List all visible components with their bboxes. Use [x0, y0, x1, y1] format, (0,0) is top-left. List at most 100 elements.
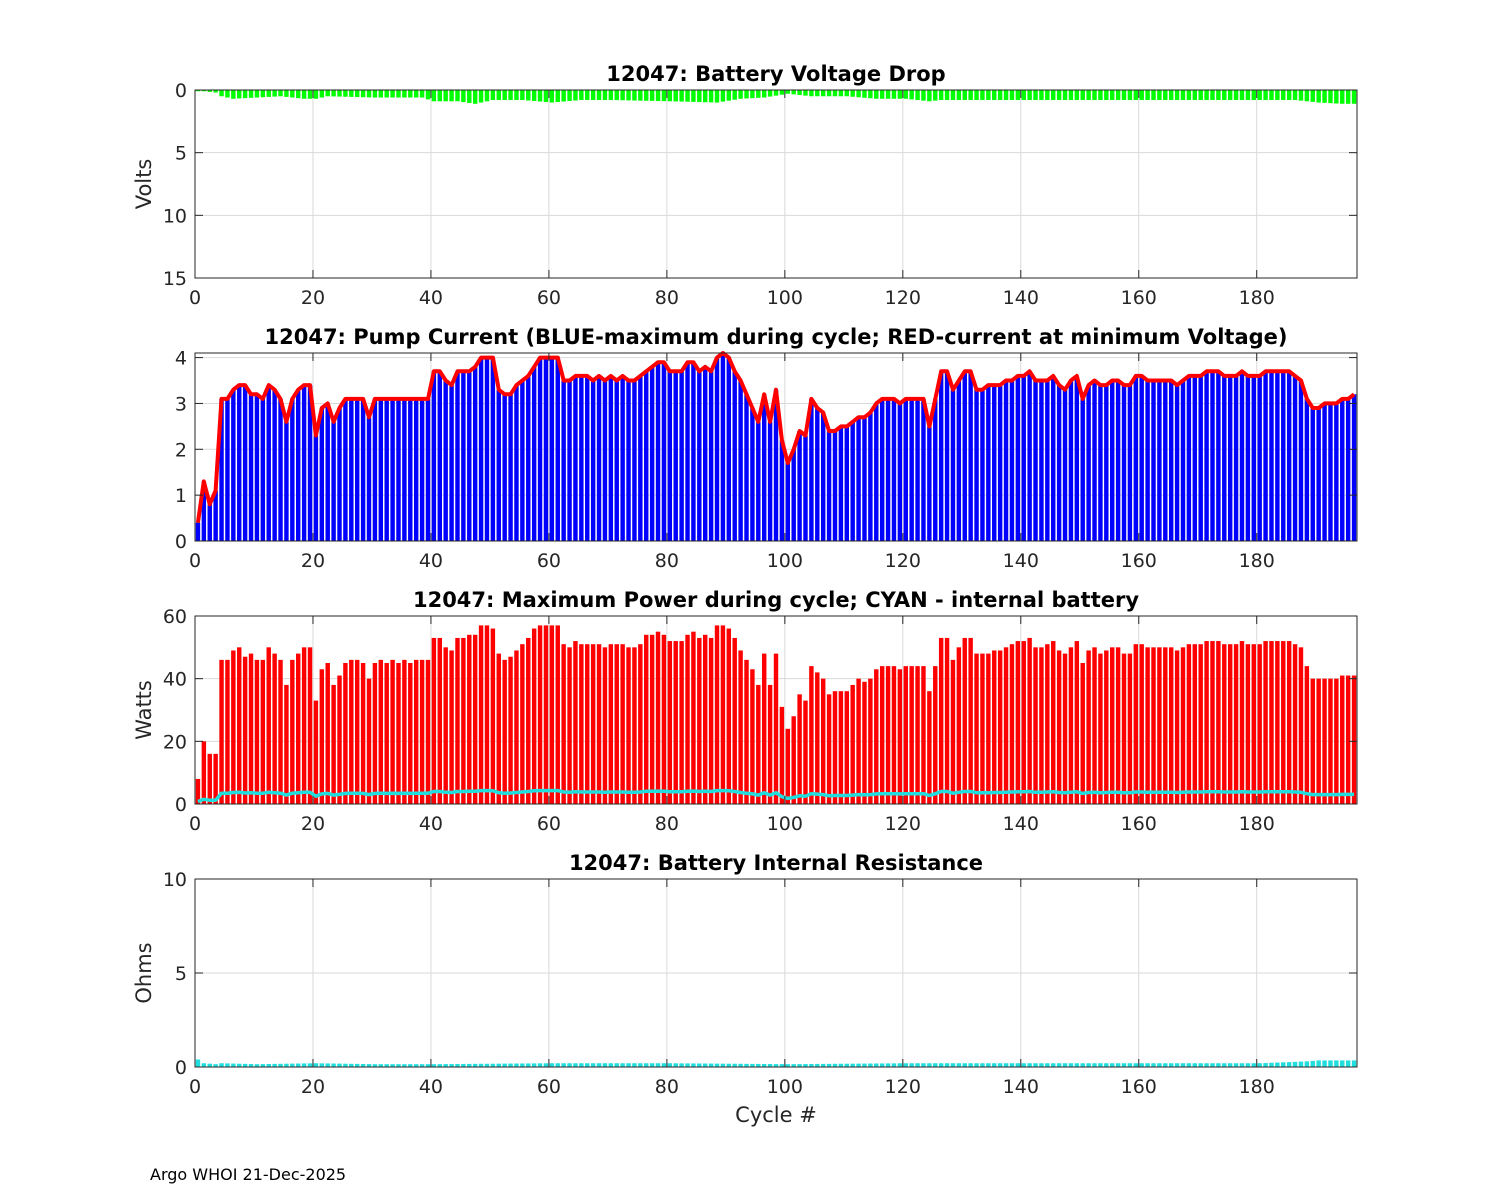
bar [856, 1063, 861, 1067]
bar [1186, 375, 1192, 541]
bar [750, 90, 755, 99]
x-tick-label: 140 [1003, 1076, 1039, 1098]
bar [862, 1063, 867, 1067]
bar [390, 1064, 395, 1067]
x-tick-label: 120 [885, 550, 921, 572]
bar [1027, 637, 1032, 804]
bar [708, 90, 714, 103]
bar [679, 90, 684, 102]
bar [649, 90, 655, 101]
x-tick-label: 120 [885, 1076, 921, 1098]
bar [944, 637, 950, 804]
bar [514, 1063, 519, 1067]
bar [921, 666, 926, 804]
bar [254, 659, 260, 804]
bar [933, 666, 938, 804]
bar [1328, 90, 1333, 104]
bar [390, 90, 395, 98]
bar [461, 637, 466, 804]
bar [590, 1063, 596, 1067]
bar [1174, 1063, 1180, 1067]
bar [366, 417, 372, 541]
bar [691, 1063, 696, 1067]
bar [909, 666, 914, 804]
bar [986, 90, 991, 101]
bar [602, 1063, 608, 1067]
bar [590, 90, 596, 101]
bar [992, 1063, 997, 1067]
bar [555, 625, 560, 804]
bar [891, 398, 897, 541]
bar [1192, 90, 1198, 101]
bar [1110, 90, 1115, 101]
bar [750, 1063, 755, 1067]
bar [1074, 90, 1080, 101]
bar [1068, 647, 1074, 804]
bar [1186, 644, 1192, 804]
bar [1227, 90, 1233, 101]
bar [703, 90, 708, 103]
bar [974, 389, 979, 541]
bar [685, 634, 690, 804]
bar [1216, 641, 1221, 804]
bar [402, 90, 407, 98]
bar [337, 1063, 342, 1067]
bar [620, 1063, 625, 1067]
bar [313, 700, 319, 804]
x-tick-label: 100 [767, 550, 803, 572]
bar [319, 669, 325, 804]
x-tick-label: 160 [1121, 813, 1157, 835]
bar [443, 647, 448, 804]
bar [337, 675, 342, 804]
bar-series [195, 90, 1357, 104]
bar [325, 90, 330, 97]
bar [1257, 644, 1262, 804]
bar [720, 353, 726, 541]
bar [213, 490, 218, 541]
bar [980, 653, 985, 804]
bar [1233, 1063, 1239, 1067]
bar [1145, 647, 1150, 804]
bar [1051, 641, 1056, 804]
bar [921, 398, 926, 541]
bar [531, 1063, 537, 1067]
bar [1115, 380, 1121, 541]
bar [1021, 641, 1026, 804]
bar-series [195, 625, 1357, 804]
y-tick-label: 0 [175, 531, 187, 553]
bar [791, 716, 796, 804]
bar [903, 398, 908, 541]
bar [1222, 90, 1227, 101]
x-tick-label: 100 [767, 813, 803, 835]
bar [1133, 1063, 1139, 1067]
bar [1292, 644, 1298, 804]
bar [573, 1063, 578, 1067]
bar [402, 1064, 407, 1067]
bar [756, 684, 761, 804]
x-tick-label: 80 [655, 287, 679, 309]
bar [720, 90, 726, 102]
y-tick-label: 2 [175, 439, 187, 461]
bar [408, 398, 413, 541]
axes-box [194, 615, 1358, 805]
bar [826, 90, 832, 97]
bar [691, 631, 696, 804]
bar [590, 644, 596, 804]
bar [520, 644, 525, 804]
bar [832, 1063, 838, 1067]
x-tick-label: 180 [1239, 550, 1275, 572]
bar [1275, 641, 1280, 804]
bar [1292, 90, 1298, 101]
bar [1304, 1061, 1310, 1067]
bar [820, 90, 826, 97]
x-tick-label: 140 [1003, 813, 1039, 835]
bar [1074, 375, 1080, 541]
bar [1198, 644, 1203, 804]
bar [242, 656, 248, 804]
bar [1340, 1060, 1345, 1067]
bar [832, 430, 838, 541]
bar [1204, 1063, 1209, 1067]
bar [661, 90, 667, 102]
bar [455, 371, 460, 541]
bar [284, 684, 289, 804]
